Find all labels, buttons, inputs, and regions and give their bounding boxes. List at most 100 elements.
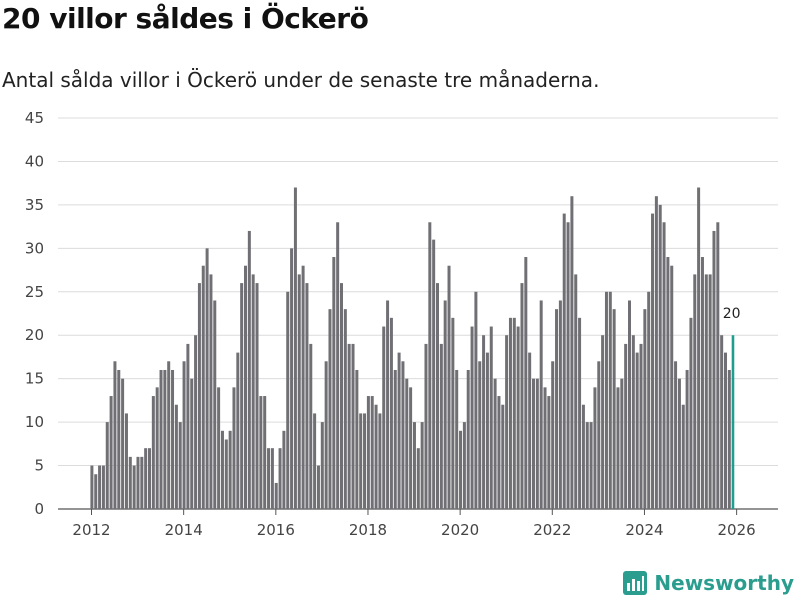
bar [424,343,428,509]
bar [397,352,401,509]
bar [420,422,424,509]
bar [305,283,309,509]
bar [447,265,451,509]
bar [389,317,393,509]
gridlines [58,117,778,510]
bar [163,369,167,509]
bar [359,413,363,509]
bar [405,378,409,509]
chart-subtitle: Antal sålda villor i Öckerö under de sen… [2,68,600,92]
bar [309,343,313,509]
bar [109,396,113,509]
bar [94,474,98,509]
bar [558,300,562,509]
bar [459,430,463,509]
bar [443,300,447,509]
bar [213,300,217,509]
bar [574,274,578,509]
bar [581,404,585,509]
bar [570,196,574,509]
bar [704,274,708,509]
bar [159,369,163,509]
bar [677,378,681,509]
bar [140,456,144,509]
bar [148,448,151,509]
bar [501,404,505,509]
bar [466,369,470,509]
bar [547,396,551,509]
bar [439,343,443,509]
bar [451,317,455,509]
bar [585,422,589,509]
brand-logo: Newsworthy [622,570,794,596]
x-axis: 2012 2014 2016 2018 2020 2022 2024 2026 [72,509,756,539]
bar [604,291,608,509]
bar [539,300,543,509]
bar [282,430,286,509]
bar [654,196,658,509]
bar [121,378,125,509]
bar [601,335,605,509]
y-tick-label: 45 [25,109,44,127]
bar [247,230,251,509]
bar [401,361,405,509]
x-tick-label: 2024 [625,521,663,539]
bar [366,396,370,509]
bar [670,265,674,509]
bar [658,204,662,509]
bar [205,248,209,510]
bar [608,291,612,509]
bar [101,465,105,509]
bar [144,448,148,509]
bar [508,317,512,509]
bar [589,422,593,509]
newsworthy-icon [623,571,648,595]
annotations: 20 [723,306,741,322]
bar [178,422,182,509]
bar [232,387,236,509]
bar [535,378,539,509]
bar [566,222,570,509]
x-tick-label: 2016 [257,521,295,539]
bar [712,230,716,509]
bar [174,404,178,509]
bar [224,439,228,509]
x-tick-label: 2014 [165,521,203,539]
bar [351,343,355,509]
bar [320,422,324,509]
bar [493,378,497,509]
bar [470,326,474,509]
bar [236,352,240,509]
bar [336,222,340,509]
bar [343,309,347,509]
bar [136,456,140,509]
bar [616,387,620,509]
bar [562,213,566,510]
bar [301,265,305,509]
bar [416,448,420,509]
bar [297,274,301,509]
bar [255,283,259,509]
bar [132,465,136,509]
bar [436,283,439,509]
bar [167,361,171,509]
bar [251,274,255,509]
y-tick-label: 0 [34,500,44,518]
bar [716,222,720,509]
bar [370,396,374,509]
bar [393,369,397,509]
x-tick-label: 2020 [441,521,479,539]
bar [113,361,117,509]
bar [497,396,501,509]
bar [412,422,416,509]
bar [700,257,704,509]
bar [624,343,628,509]
latest-value-label: 20 [723,306,741,322]
bar [474,291,478,509]
y-tick-label: 20 [25,326,44,344]
bar [543,387,547,509]
bar [328,309,332,509]
bar [171,369,175,509]
bar [263,396,267,509]
bar [240,283,244,509]
